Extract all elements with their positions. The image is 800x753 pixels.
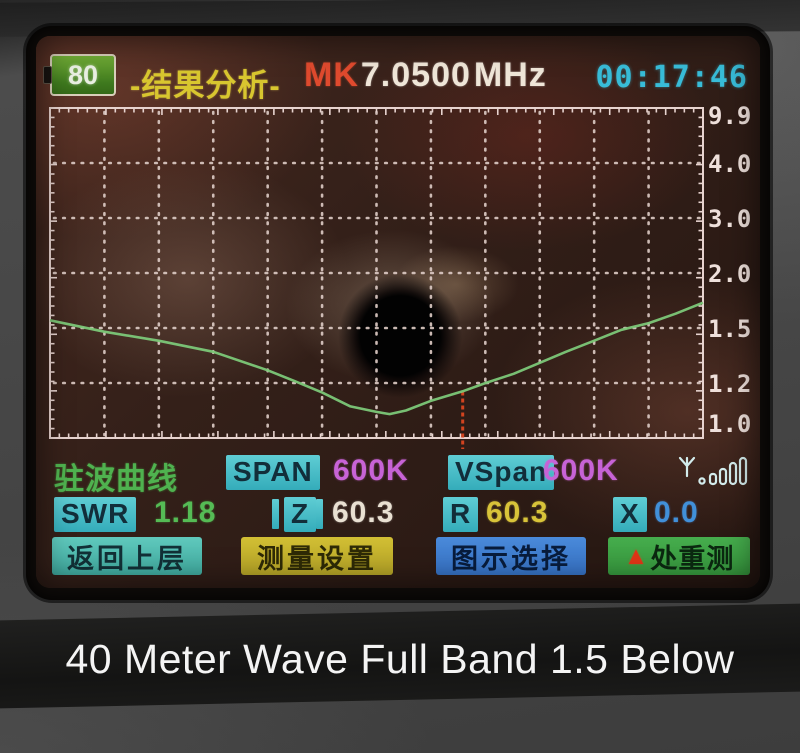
reactance-badge: X xyxy=(613,497,647,532)
svg-text:1.2: 1.2 xyxy=(708,370,751,398)
swr-chart: 9.9 4.0 3.0 2.0 1.5 1.2 1.0 xyxy=(49,102,751,449)
status-row-measurements: SWR 1.18 Z 60.3 R 60.3 X 0.0 xyxy=(36,496,760,532)
clock-display: 00:17:46 xyxy=(595,60,748,95)
svg-text:1.5: 1.5 xyxy=(708,315,751,343)
remeasure-label: 处重测 xyxy=(650,543,735,574)
graph-select-label: 图示选择 xyxy=(451,543,571,574)
status-row-span: 驻波曲线 SPAN 600K VSpan 600K xyxy=(36,454,760,496)
z-abs-right-bar xyxy=(316,499,323,529)
lcd-screen: 80 -结果分析- MK 7.0500 MHz 00:17:46 9.9 4.0 3… xyxy=(36,36,760,588)
resistance-badge: R xyxy=(443,497,479,532)
span-value: 600K xyxy=(333,454,409,487)
swr-badge: SWR xyxy=(54,497,137,532)
graph-select-button[interactable]: 图示选择 xyxy=(436,537,586,575)
back-button-label: 返回上层 xyxy=(67,543,187,574)
photo-caption: 40 Meter Wave Full Band 1.5 Below xyxy=(65,636,735,682)
svg-text:9.9: 9.9 xyxy=(708,102,751,130)
measure-settings-button[interactable]: 测量设置 xyxy=(241,537,393,575)
measure-settings-label: 测量设置 xyxy=(257,543,377,574)
curve-type-label: 驻波曲线 xyxy=(54,463,178,496)
marker-prefix: MK xyxy=(304,56,359,94)
remeasure-button[interactable]: ▲ 处重测 xyxy=(608,537,750,575)
vspan-value: 600K xyxy=(543,454,619,487)
back-button[interactable]: 返回上层 xyxy=(52,537,202,575)
reactance-value: 0.0 xyxy=(654,496,699,529)
battery-icon: 80 xyxy=(43,54,116,96)
frequency-unit: MHz xyxy=(473,56,547,94)
span-badge: SPAN xyxy=(226,455,320,490)
impedance-value: 60.3 xyxy=(332,496,395,529)
marker-frequency-readout: MK 7.0500 MHz xyxy=(304,56,547,95)
svg-text:3.0: 3.0 xyxy=(708,205,751,233)
svg-text:4.0: 4.0 xyxy=(708,150,751,178)
swr-value: 1.18 xyxy=(154,496,217,529)
z-abs-left-bar xyxy=(272,499,279,529)
svg-text:2.0: 2.0 xyxy=(708,260,751,288)
marker-frequency-value: 7.0500 xyxy=(360,56,471,94)
resistance-value: 60.3 xyxy=(486,496,549,529)
antenna-signal-icon xyxy=(678,456,748,486)
vspan-badge: VSpan xyxy=(448,455,555,490)
impedance-badge: Z xyxy=(284,497,317,532)
page-title: -结果分析- xyxy=(130,68,281,103)
svg-text:1.0: 1.0 xyxy=(708,410,751,438)
battery-percent: 80 xyxy=(67,59,99,90)
marker-triangle-icon: ▲ xyxy=(623,541,650,570)
